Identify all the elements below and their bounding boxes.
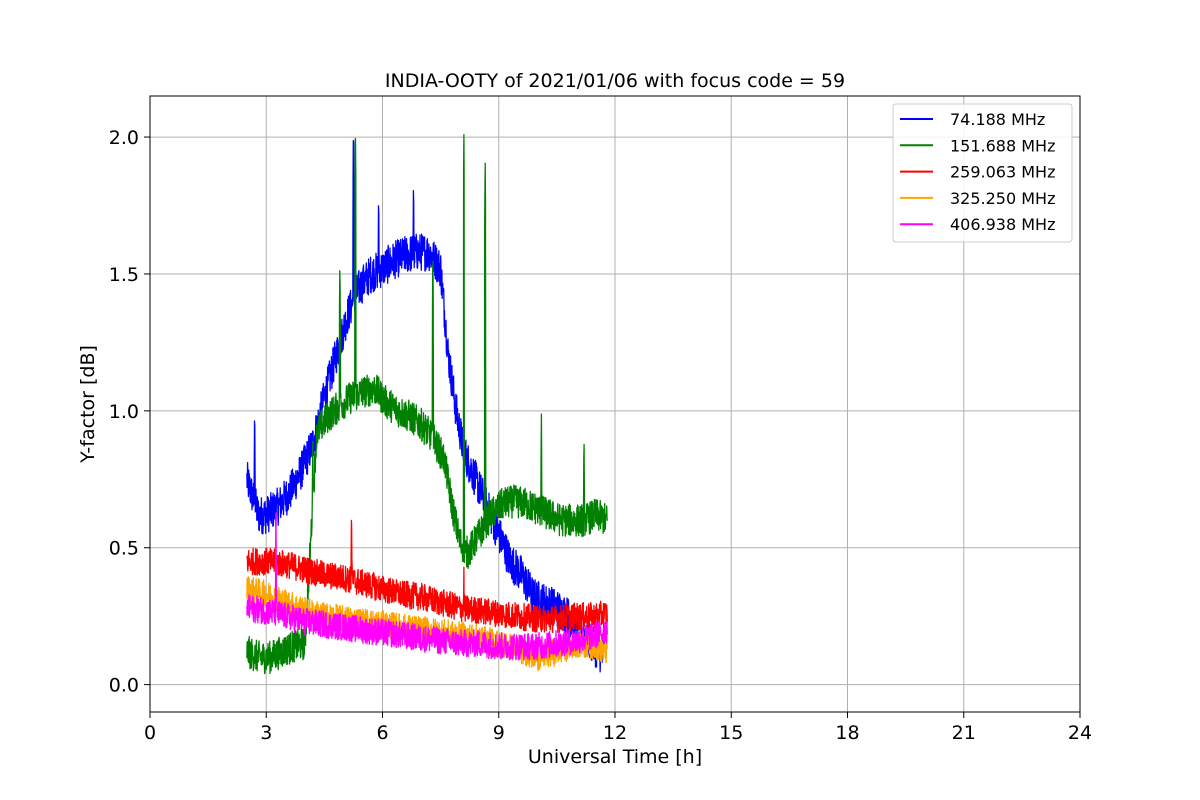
tick-layer: 0 3 6 9 12 15 18 21 24 0.0 0.5 1.0 1.5 2.0 [109, 127, 1092, 744]
x-tick-label: 12 [603, 722, 627, 744]
x-tick-label: 15 [719, 722, 743, 744]
x-axis-label: Universal Time [h] [528, 746, 702, 768]
legend-label: 406.938 MHz [950, 215, 1055, 234]
y-tick-label: 1.0 [109, 401, 139, 423]
legend-box [892, 103, 1073, 243]
y-tick-label: 1.5 [109, 264, 139, 286]
x-tick-label: 21 [952, 722, 976, 744]
y-tick-label: 2.0 [109, 127, 139, 149]
series-line-2 [246, 519, 608, 634]
series-line-0 [246, 139, 604, 673]
y-tick-label: 0.5 [109, 538, 139, 560]
chart-title: INDIA-OOTY of 2021/01/06 with focus code… [385, 70, 845, 92]
legend-label: 151.688 MHz [950, 136, 1055, 155]
series-layer [246, 134, 608, 675]
x-tick-label: 24 [1068, 722, 1092, 744]
legend-label: 74.188 MHz [950, 110, 1045, 129]
x-tick-label: 0 [144, 722, 156, 744]
legend-label: 325.250 MHz [950, 189, 1055, 208]
legend-label: 259.063 MHz [950, 163, 1055, 182]
legend: 74.188 MHz 151.688 MHz 259.063 MHz 325.250 … [892, 103, 1073, 243]
series-line-4 [246, 512, 608, 661]
x-tick-label: 18 [835, 722, 859, 744]
y-axis-label: Y-factor [dB] [77, 345, 99, 464]
x-tick-label: 6 [376, 722, 388, 744]
x-tick-label: 9 [493, 722, 505, 744]
y-tick-label: 0.0 [109, 675, 139, 697]
x-tick-label: 3 [260, 722, 272, 744]
